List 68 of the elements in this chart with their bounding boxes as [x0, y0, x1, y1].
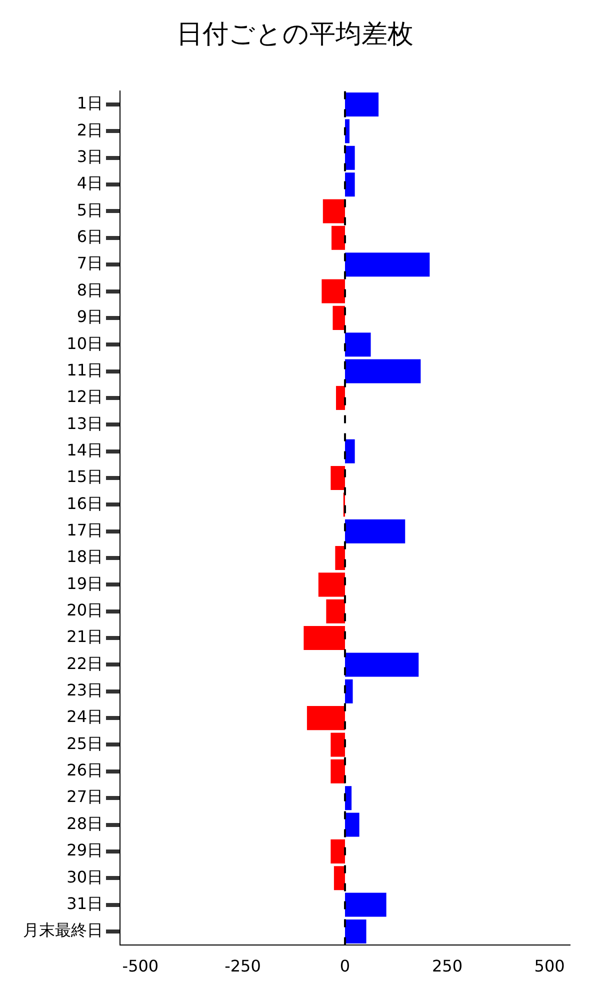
y-tick-label: 17日 [66, 520, 103, 540]
y-tick-label: 4日 [76, 174, 103, 193]
y-tick-label: 15日 [66, 467, 103, 486]
y-tick-label: 20日 [66, 600, 103, 620]
bar [330, 466, 345, 490]
y-tick-label: 25日 [66, 734, 103, 753]
y-tick-label: 29日 [66, 840, 103, 860]
y-tick-label: 27日 [66, 787, 103, 806]
y-tick-label: 6日 [76, 227, 103, 246]
bar [322, 279, 345, 304]
y-tick-label: 16日 [66, 494, 103, 513]
y-tick-label: 23日 [66, 680, 103, 700]
y-tick-label: 26日 [66, 760, 103, 780]
y-tick-label: 3日 [76, 147, 103, 166]
y-tick-label: 31日 [66, 894, 103, 913]
bar [326, 599, 345, 624]
y-tick-label: 24日 [66, 707, 103, 726]
y-tick-label: 1日 [76, 94, 103, 113]
y-tick-label: 9日 [76, 307, 103, 326]
y-tick-label: 12日 [66, 387, 103, 406]
y-tick-label: 18日 [66, 547, 103, 566]
y-tick-label: 22日 [66, 654, 103, 673]
bar [345, 519, 406, 544]
bar [345, 919, 366, 944]
bar [318, 572, 345, 597]
y-tick-label: 7日 [76, 254, 103, 273]
y-tick-label: 13日 [66, 414, 103, 433]
bar [332, 226, 345, 250]
x-tick-label: 0 [340, 956, 350, 976]
bar [345, 172, 355, 197]
y-tick-label: 5日 [76, 200, 103, 220]
bar [322, 199, 345, 224]
x-tick-label: 250 [432, 956, 463, 976]
chart-title: 日付ごとの平均差枚 [176, 19, 414, 50]
y-tick-label: 19日 [66, 574, 103, 593]
bar [345, 812, 360, 837]
bar [345, 892, 386, 917]
y-tick-label: 11日 [66, 360, 103, 380]
bar [345, 359, 421, 384]
bar [345, 92, 379, 117]
y-tick-label: 2日 [76, 120, 103, 140]
bar [345, 332, 371, 357]
x-tick-label: 500 [534, 956, 565, 976]
bar [334, 866, 345, 890]
y-tick-label: 21日 [66, 627, 103, 646]
y-tick-label: 月末最終日 [23, 920, 103, 940]
bar [345, 652, 419, 677]
bar [330, 759, 345, 784]
bar [345, 252, 430, 277]
x-tick-label: -500 [122, 956, 159, 976]
bar [332, 306, 345, 330]
bar [345, 119, 350, 144]
bar [330, 839, 345, 864]
x-tick-label: -250 [224, 956, 261, 976]
bar [304, 626, 345, 650]
y-tick-label: 14日 [66, 440, 103, 460]
bar [330, 732, 345, 757]
y-tick-label: 8日 [76, 280, 103, 300]
y-tick-label: 10日 [66, 334, 103, 353]
bar [345, 679, 353, 704]
bar [336, 386, 345, 410]
bar [306, 706, 345, 730]
bar [345, 439, 355, 464]
y-tick-label: 28日 [66, 814, 103, 833]
bar [335, 546, 345, 570]
bar [345, 786, 352, 810]
bar [345, 146, 355, 170]
y-tick-label: 30日 [66, 867, 103, 886]
